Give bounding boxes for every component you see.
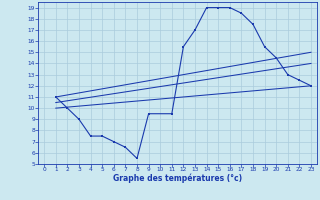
X-axis label: Graphe des températures (°c): Graphe des températures (°c) (113, 174, 242, 183)
